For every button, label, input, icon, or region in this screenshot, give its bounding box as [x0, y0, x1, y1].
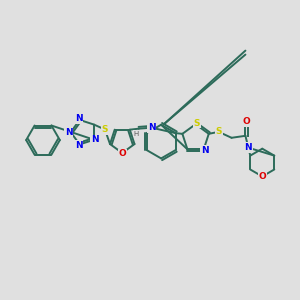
Text: N: N: [91, 135, 99, 144]
Text: O: O: [258, 172, 266, 181]
Text: N: N: [75, 141, 83, 150]
Text: S: S: [102, 125, 108, 134]
Text: S: S: [215, 127, 222, 136]
Text: O: O: [242, 117, 250, 126]
Text: H: H: [133, 130, 138, 136]
Text: N: N: [75, 114, 83, 123]
Text: O: O: [118, 149, 126, 158]
Text: N: N: [244, 143, 252, 152]
Text: S: S: [193, 119, 200, 128]
Text: N: N: [201, 146, 208, 155]
Text: N: N: [148, 123, 155, 132]
Text: N: N: [65, 128, 73, 137]
